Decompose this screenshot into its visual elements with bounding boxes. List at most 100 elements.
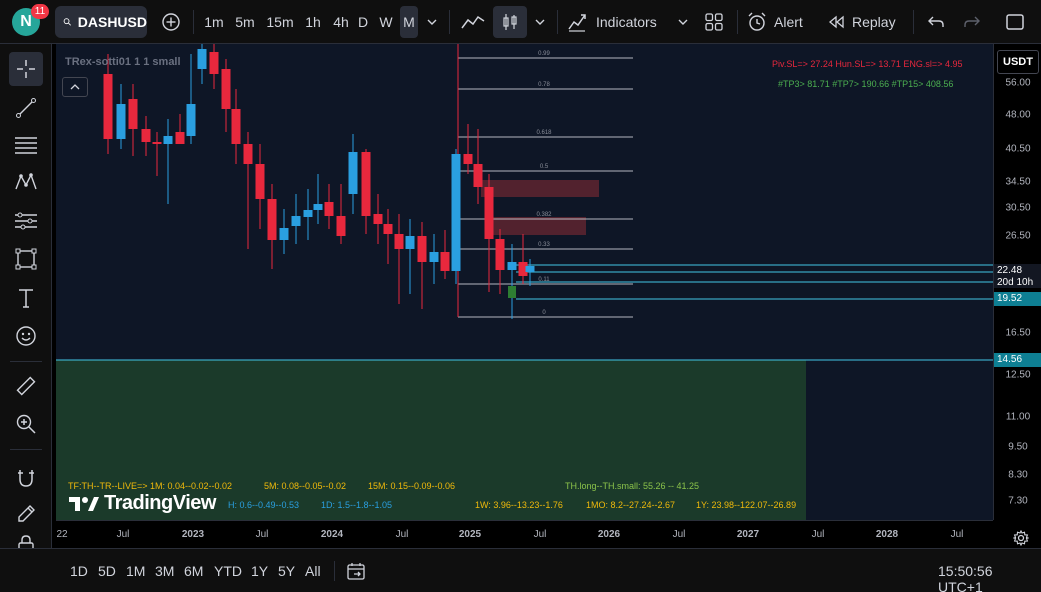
divider bbox=[913, 10, 914, 34]
tf-line1-b: 5M: 0.08--0.05--0.02 bbox=[264, 481, 347, 491]
candles-chart-type-button[interactable] bbox=[493, 6, 527, 38]
chart-pane[interactable]: 0.99 0.78 0.618 0.5 0.382 0.33 0.11 0 TRex-sott… bbox=[56, 44, 993, 520]
price-tick: 11.00 bbox=[1005, 411, 1031, 423]
fib-retracement-tool[interactable] bbox=[9, 128, 43, 162]
candle-body bbox=[163, 136, 173, 144]
layouts-button[interactable] bbox=[699, 6, 729, 38]
drawing-toolbar bbox=[0, 44, 52, 548]
forecasting-tool[interactable] bbox=[9, 204, 43, 238]
go-to-date-button[interactable] bbox=[344, 559, 368, 583]
pivot-stoploss-text: Piv.SL=> 27.24 Hun.SL=> 13.71 ENG.sl=> 4… bbox=[772, 59, 963, 69]
divider bbox=[193, 10, 194, 34]
measure-tool[interactable] bbox=[9, 369, 43, 403]
square-icon bbox=[1006, 14, 1024, 30]
tf-line2-b: 1D: 1.5--1.8--1.05 bbox=[321, 500, 393, 510]
line-chart-icon bbox=[461, 15, 485, 29]
indicator-legend-title[interactable]: TRex-sotti01 1 1 small bbox=[65, 56, 181, 68]
price-tick: 12.50 bbox=[1005, 369, 1031, 381]
interval-4h[interactable]: 4h bbox=[333, 14, 349, 30]
fullscreen-button[interactable] bbox=[999, 6, 1031, 38]
pattern-tool[interactable] bbox=[9, 165, 43, 199]
range-all[interactable]: All bbox=[305, 563, 321, 579]
interval-dropdown[interactable] bbox=[422, 6, 442, 38]
line-chart-type-button[interactable] bbox=[456, 6, 490, 38]
tf-line1-a: TF:TH--TR--LIVE=> 1M: 0.04--0.02--0.02 bbox=[68, 481, 233, 491]
alert-label: Alert bbox=[774, 14, 803, 30]
interval-d[interactable]: D bbox=[357, 14, 369, 30]
time-axis[interactable]: 22 Jul 2023 Jul 2024 Jul 2025 Jul 2026 Jul 2027 Jul… bbox=[56, 520, 993, 548]
text-tool[interactable] bbox=[9, 281, 43, 315]
interval-m[interactable]: M bbox=[400, 6, 418, 38]
price-tick: 48.00 bbox=[1005, 109, 1031, 121]
compare-symbol-button[interactable] bbox=[156, 6, 186, 38]
tf-line2-e: 1Y: 23.98--122.07--26.89 bbox=[696, 500, 797, 510]
symbol-search-button[interactable]: DASHUSD bbox=[55, 6, 147, 38]
candle-body bbox=[383, 224, 393, 234]
stay-in-drawing-mode-button[interactable] bbox=[9, 497, 43, 531]
candle-body bbox=[525, 266, 535, 272]
candle-body bbox=[417, 236, 427, 262]
range-5d[interactable]: 5D bbox=[98, 563, 116, 579]
range-3m[interactable]: 3M bbox=[155, 563, 175, 579]
magnet-mode-button[interactable] bbox=[9, 461, 43, 495]
rectangle-shape-icon bbox=[15, 248, 37, 270]
redo-button[interactable] bbox=[958, 6, 986, 38]
icons-tool[interactable] bbox=[9, 319, 43, 353]
bar-countdown-label: 20d 10h bbox=[994, 276, 1041, 288]
interval-15m[interactable]: 15m bbox=[266, 14, 294, 30]
clock-display[interactable]: 15:50:56 UTC+1 bbox=[938, 563, 993, 592]
pattern-icon bbox=[15, 173, 37, 190]
zoom-in-tool[interactable] bbox=[9, 407, 43, 441]
candle-body bbox=[373, 214, 383, 224]
candle-body bbox=[405, 236, 415, 249]
chart-type-dropdown[interactable] bbox=[530, 6, 550, 38]
range-1y[interactable]: 1Y bbox=[251, 563, 269, 579]
range-1d[interactable]: 1D bbox=[70, 563, 88, 579]
divider bbox=[10, 361, 42, 362]
crosshair-tool[interactable] bbox=[9, 52, 43, 86]
currency-selector[interactable]: USDT bbox=[997, 50, 1039, 74]
pencil-ruler-icon bbox=[18, 505, 35, 522]
fib-label: 0.5 bbox=[540, 164, 549, 170]
indicators-label: Indicators bbox=[596, 14, 657, 30]
ruler-icon bbox=[16, 376, 36, 396]
replay-button[interactable]: Replay bbox=[826, 6, 906, 38]
price-tick: 26.50 bbox=[1005, 230, 1031, 242]
interval-1h[interactable]: 1h bbox=[305, 14, 321, 30]
interval-w[interactable]: W bbox=[379, 14, 393, 30]
range-ytd[interactable]: YTD bbox=[214, 563, 242, 579]
indicators-button[interactable]: Indicators bbox=[566, 6, 666, 38]
geometric-shapes-tool[interactable] bbox=[9, 242, 43, 276]
candle-body bbox=[473, 164, 483, 187]
level-14-56-label: 14.56 bbox=[994, 353, 1041, 367]
tf-line2-c: 1W: 3.96--13.23--1.76 bbox=[475, 500, 563, 510]
green-marker bbox=[508, 286, 516, 298]
undo-button[interactable] bbox=[922, 6, 950, 38]
crosshair-icon bbox=[17, 60, 35, 78]
candle-body bbox=[463, 154, 473, 164]
fib-label: 0.99 bbox=[538, 51, 550, 57]
range-5y[interactable]: 5Y bbox=[278, 563, 296, 579]
candle-body bbox=[440, 252, 450, 271]
trend-line-tool[interactable] bbox=[9, 91, 43, 125]
time-tick: 2028 bbox=[875, 529, 899, 540]
price-tick: 9.50 bbox=[1008, 441, 1028, 453]
time-tick: Jul bbox=[533, 529, 547, 540]
alert-button[interactable]: Alert bbox=[746, 6, 816, 38]
candle-body bbox=[313, 204, 323, 210]
indicators-dropdown[interactable] bbox=[673, 6, 693, 38]
interval-1m[interactable]: 1m bbox=[204, 14, 224, 30]
range-1m[interactable]: 1M bbox=[126, 563, 146, 579]
chevron-down-icon bbox=[427, 19, 437, 25]
candle-body bbox=[279, 228, 289, 240]
settings-gear-button[interactable] bbox=[1010, 527, 1032, 549]
candle-body bbox=[128, 99, 138, 129]
legend-collapse-button[interactable] bbox=[62, 77, 88, 97]
candle-body bbox=[209, 52, 219, 74]
indicators-icon bbox=[568, 14, 586, 32]
price-axis[interactable]: 56.00 48.00 40.50 34.50 30.50 26.50 16.50 12.50… bbox=[993, 44, 1041, 520]
lock-drawings-button[interactable] bbox=[9, 534, 43, 548]
range-6m[interactable]: 6M bbox=[184, 563, 204, 579]
undo-icon bbox=[928, 16, 944, 27]
interval-5m[interactable]: 5m bbox=[235, 14, 255, 30]
